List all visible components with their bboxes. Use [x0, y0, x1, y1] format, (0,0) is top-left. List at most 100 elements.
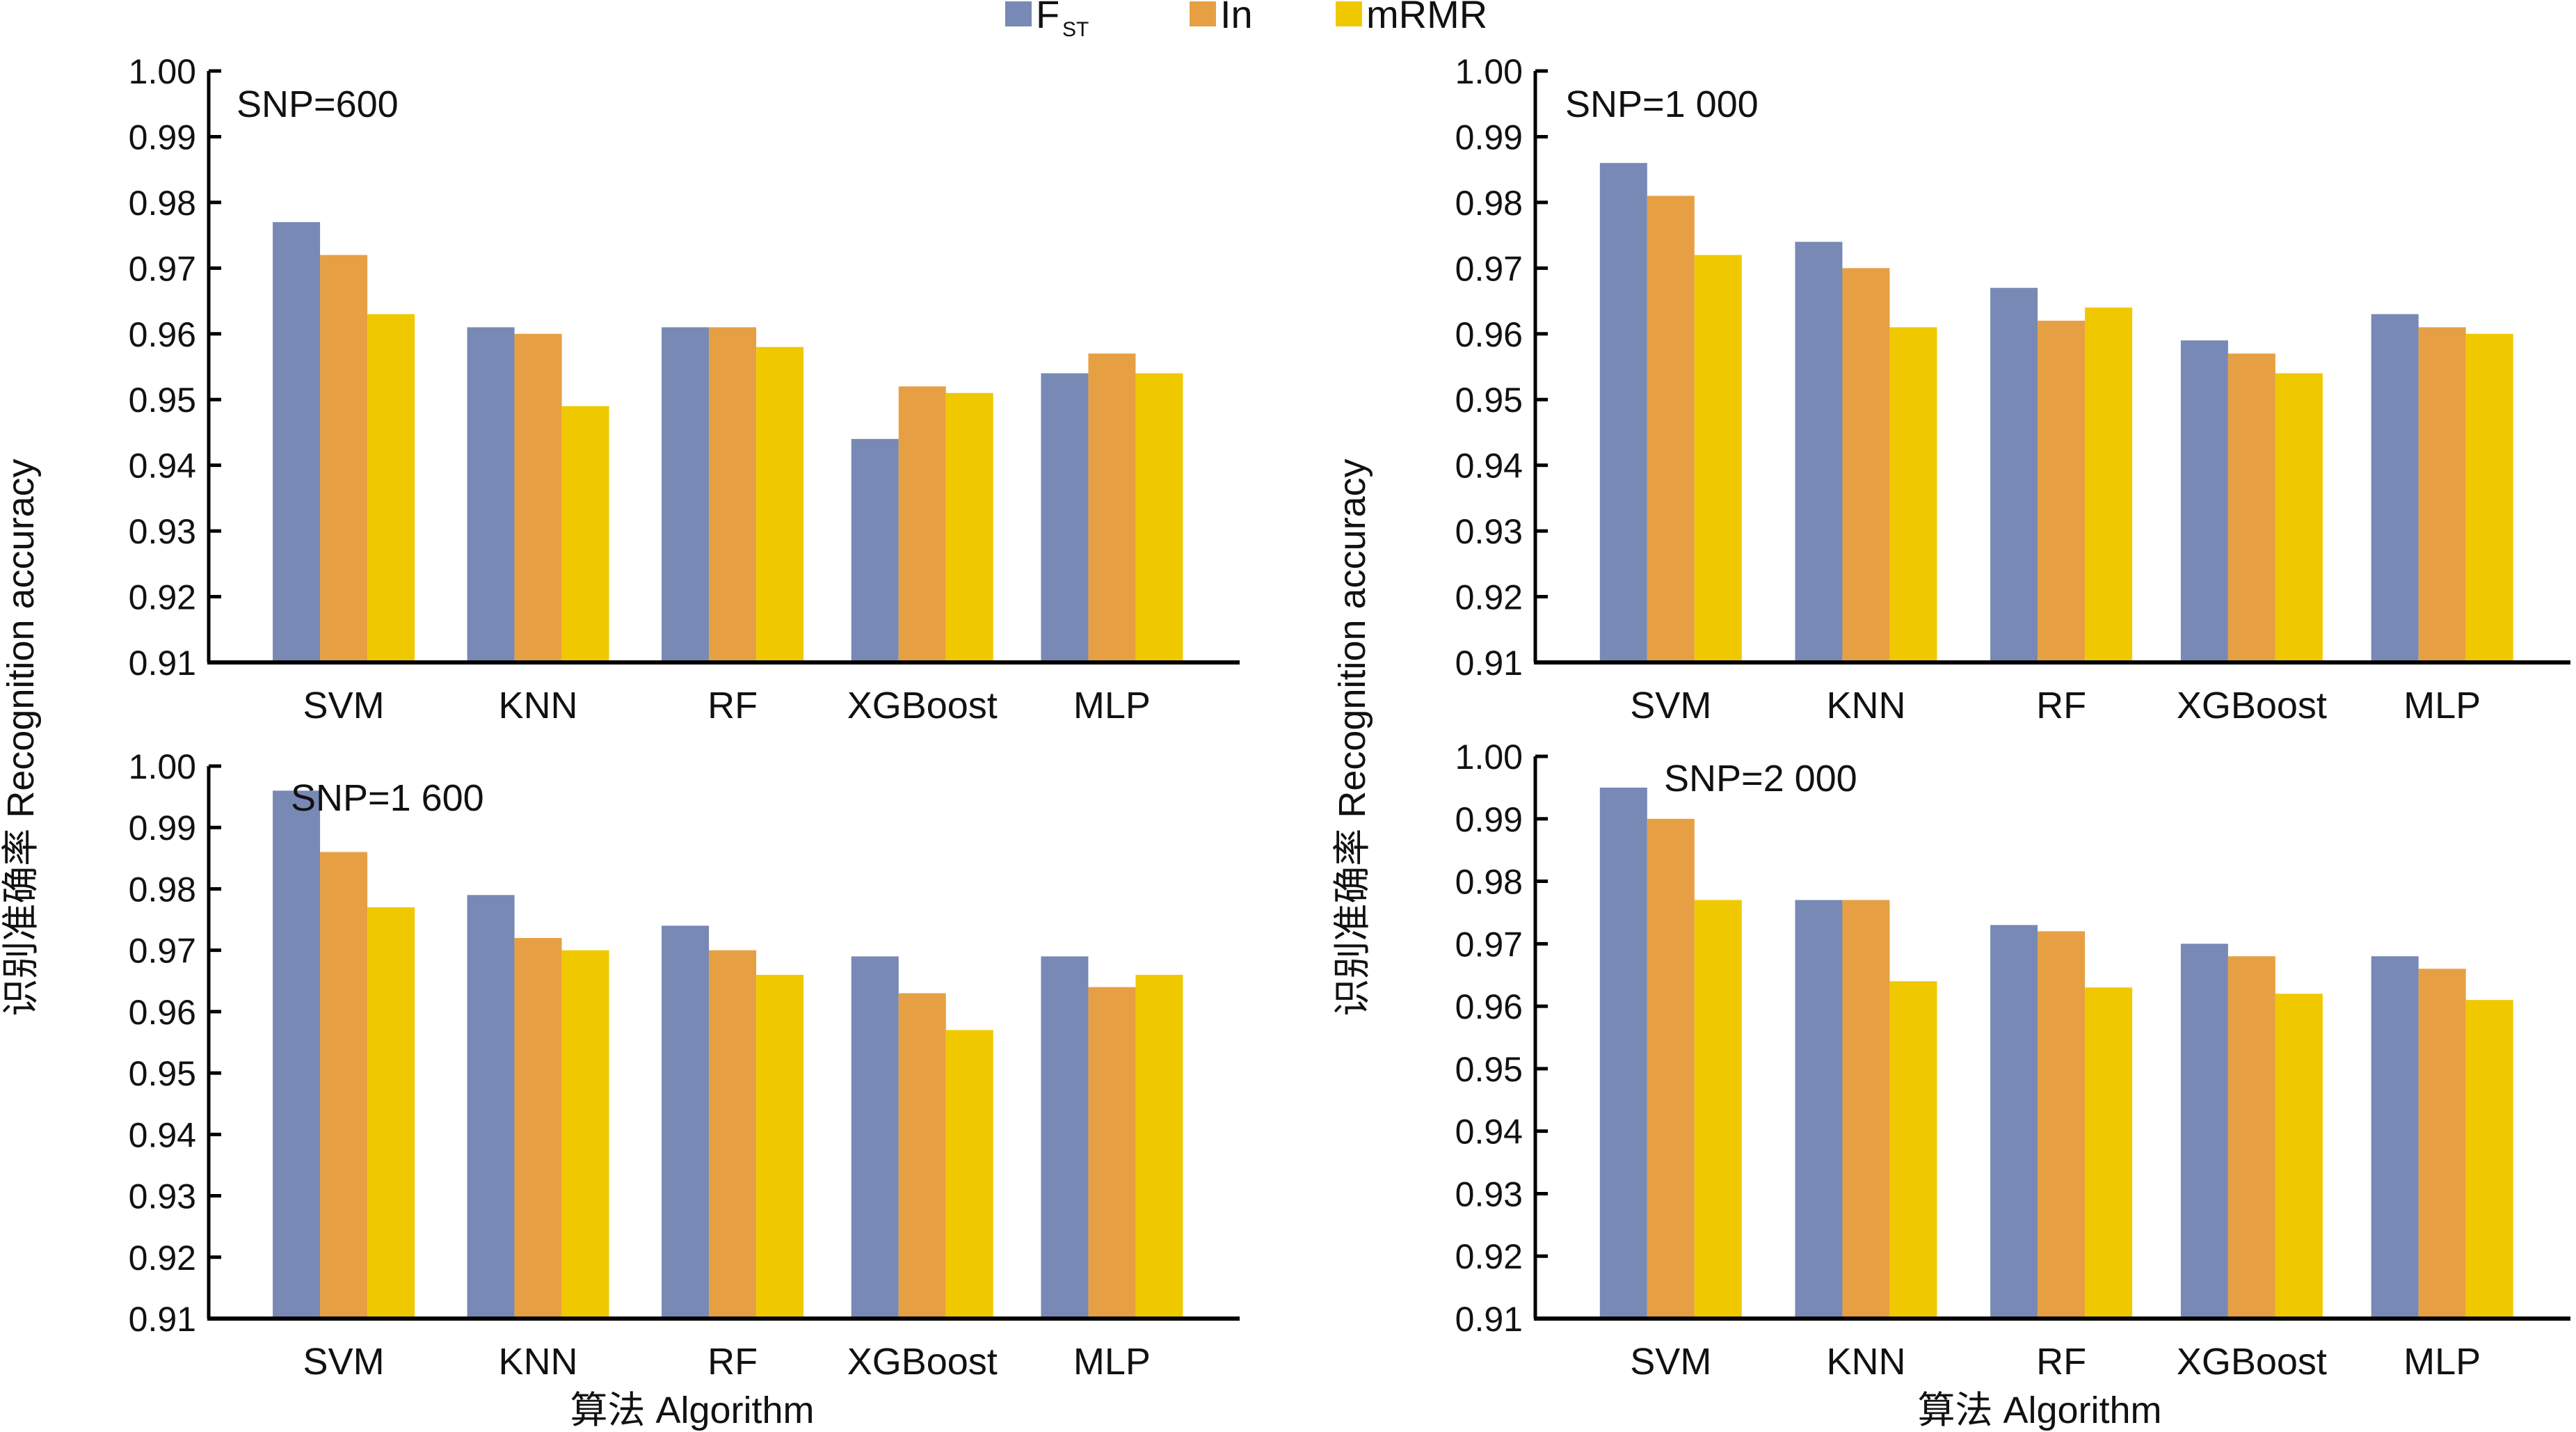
y-tick-label: 0.96 [129, 315, 196, 354]
y-tick-label: 0.97 [1455, 925, 1523, 964]
bar-xgboost-fst [851, 956, 899, 1319]
bar-knn-fst [1795, 900, 1843, 1319]
y-tick-label: 0.99 [1455, 118, 1523, 157]
bar-svm-mrmr [367, 314, 415, 662]
x-axis-title-left: 算法 Algorithm [570, 1390, 814, 1431]
y-tick-label: 0.99 [129, 118, 196, 157]
y-tick-label: 0.98 [1455, 863, 1523, 902]
y-tick-label: 0.94 [1455, 1113, 1523, 1152]
bar-svm-mrmr [1694, 900, 1742, 1319]
x-axis-title-right: 算法 Algorithm [1917, 1390, 2161, 1431]
y-tick-label: 0.93 [1455, 1175, 1523, 1214]
y-tick-label: 0.92 [129, 578, 196, 617]
bar-xgboost-fst [851, 438, 899, 662]
panel-title: SNP=600 [237, 83, 399, 125]
bar-xgboost-mrmr [945, 1030, 993, 1319]
bar-rf-fst [1990, 925, 2038, 1319]
y-tick-label: 0.97 [1455, 249, 1523, 288]
y-tick-label: 1.00 [129, 747, 196, 786]
y-tick-label: 0.99 [129, 809, 196, 848]
bar-rf-fst [662, 925, 710, 1319]
y-tick-label: 1.00 [1455, 52, 1523, 91]
y-tick-label: 0.94 [1455, 447, 1523, 486]
panel-title: SNP=2 000 [1664, 758, 1857, 799]
x-tick-label: XGBoost [847, 685, 998, 726]
y-tick-label: 0.94 [129, 1115, 196, 1154]
bar-svm-in [1647, 196, 1695, 662]
bar-rf-in [2038, 931, 2086, 1319]
legend-label-subscript: ST [1062, 18, 1089, 41]
bar-svm-in [320, 852, 368, 1319]
bar-svm-mrmr [367, 907, 415, 1319]
bar-svm-mrmr [1694, 255, 1742, 662]
x-tick-label: SVM [303, 685, 385, 726]
bar-mlp-in [2418, 327, 2466, 662]
x-tick-label: SVM [303, 1341, 385, 1383]
bar-mlp-fst [1041, 956, 1089, 1319]
panel-title: SNP=1 600 [291, 777, 484, 819]
x-tick-label: SVM [1630, 1341, 1711, 1383]
panel-snp-600: SVM KNN RF XGBoost MLP 0.91 0.92 0.93 0.94 0.95 0.… [129, 52, 1240, 726]
bar-mlp-in [2418, 969, 2466, 1319]
bar-xgboost-fst [2180, 340, 2228, 662]
bar-knn-in [514, 938, 562, 1319]
x-tick-label: MLP [1073, 685, 1151, 726]
bar-svm-fst [273, 790, 321, 1319]
legend-label-mrmr: mRMR [1366, 0, 1487, 36]
y-tick-label: 0.98 [129, 184, 196, 223]
bar-mlp-mrmr [1135, 974, 1183, 1319]
y-tick-label: 0.96 [1455, 315, 1523, 354]
y-tick-label: 0.92 [1455, 578, 1523, 617]
y-tick-label: 0.98 [1455, 184, 1523, 223]
y-tick-label: 0.98 [129, 870, 196, 909]
bar-xgboost-in [898, 386, 946, 662]
y-axis-title-left: 识别准确率 Recognition accuracy [0, 459, 42, 1016]
bar-xgboost-in [898, 993, 946, 1319]
bar-knn-in [1842, 268, 1890, 662]
legend-label-in: In [1220, 0, 1253, 36]
y-tick-label: 0.97 [129, 249, 196, 288]
bar-mlp-fst [2371, 956, 2419, 1319]
y-tick-label: 0.97 [129, 932, 196, 971]
x-tick-label: XGBoost [2177, 1341, 2327, 1383]
bar-xgboost-fst [2180, 944, 2228, 1319]
bar-svm-in [320, 255, 368, 662]
bar-rf-mrmr [2085, 987, 2133, 1319]
x-tick-label: KNN [499, 685, 578, 726]
y-tick-label: 0.93 [129, 1177, 196, 1216]
x-tick-label: RF [707, 685, 758, 726]
bar-rf-mrmr [756, 974, 804, 1319]
bar-mlp-fst [2371, 314, 2419, 662]
x-tick-label: KNN [1826, 1341, 1905, 1383]
y-tick-label: 0.92 [129, 1239, 196, 1278]
x-tick-label: KNN [499, 1341, 578, 1383]
bar-mlp-mrmr [2465, 1000, 2513, 1319]
x-tick-label: MLP [1073, 1341, 1151, 1383]
y-tick-label: 0.95 [1455, 1050, 1523, 1089]
y-tick-label: 0.96 [129, 993, 196, 1032]
x-tick-label: RF [707, 1341, 758, 1383]
bar-knn-in [1842, 900, 1890, 1319]
bar-knn-mrmr [1889, 327, 1937, 662]
bar-rf-mrmr [2085, 308, 2133, 662]
panel-snp-2000: SVM KNN RF XGBoost MLP 0.91 0.92 0.93 0.94 0.95 0.… [1455, 738, 2570, 1383]
legend: F ST In mRMR [1005, 0, 1487, 41]
x-tick-label: KNN [1826, 685, 1905, 726]
legend-swatch-in [1190, 1, 1216, 26]
y-tick-label: 0.91 [129, 1300, 196, 1339]
bar-knn-in [514, 333, 562, 662]
legend-label-fst: F [1036, 0, 1059, 36]
bar-xgboost-mrmr [2275, 994, 2323, 1319]
x-tick-label: XGBoost [2177, 685, 2327, 726]
bar-rf-fst [1990, 287, 2038, 663]
bar-xgboost-in [2227, 956, 2275, 1319]
y-tick-label: 1.00 [129, 52, 196, 91]
x-tick-label: MLP [2403, 685, 2481, 726]
bar-rf-in [709, 327, 757, 662]
bar-svm-in [1647, 818, 1695, 1319]
panel-snp-1600: SVM KNN RF XGBoost MLP 0.91 0.92 0.93 0.94 0.95 0.… [129, 747, 1240, 1383]
x-tick-label: MLP [2403, 1341, 2481, 1383]
bar-rf-fst [662, 327, 710, 662]
bar-xgboost-mrmr [2275, 373, 2323, 662]
